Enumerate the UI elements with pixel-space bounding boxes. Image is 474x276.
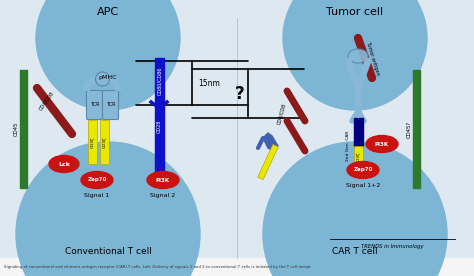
Text: CD28: CD28 (157, 119, 162, 133)
Ellipse shape (147, 171, 179, 189)
Text: Signal 1+2: Signal 1+2 (346, 184, 380, 189)
Bar (413, 70, 420, 188)
Ellipse shape (347, 161, 379, 179)
Bar (88, 120, 97, 164)
Text: CD3ζ: CD3ζ (356, 151, 361, 163)
Circle shape (283, 0, 427, 110)
Text: Signaling of conventional and chimeric antigen receptor (CAR)-T cells. Left: Del: Signaling of conventional and chimeric a… (4, 265, 311, 269)
FancyBboxPatch shape (86, 91, 102, 120)
Text: CD4/CD8: CD4/CD8 (37, 91, 55, 112)
Text: CAR T cell: CAR T cell (332, 248, 378, 256)
Text: CD3ζ: CD3ζ (91, 136, 94, 148)
FancyBboxPatch shape (102, 91, 118, 120)
Text: CD3ζ: CD3ζ (102, 136, 107, 148)
Text: Conventional T cell: Conventional T cell (64, 248, 151, 256)
Circle shape (263, 142, 447, 276)
Text: 2nd Gen. CAR: 2nd Gen. CAR (346, 131, 350, 161)
Text: CD80/CD86: CD80/CD86 (157, 67, 162, 95)
Text: Tumor antigen: Tumor antigen (365, 40, 381, 76)
Circle shape (36, 0, 180, 110)
Text: PI3K: PI3K (375, 142, 389, 147)
Text: Lck: Lck (58, 161, 70, 166)
Text: TRENDS in Immunology: TRENDS in Immunology (361, 244, 424, 249)
Bar (155, 58, 164, 176)
Ellipse shape (49, 155, 79, 172)
Text: ?: ? (235, 85, 245, 103)
Bar (0, 258, 474, 276)
Text: pMHC: pMHC (99, 75, 117, 80)
Ellipse shape (81, 171, 113, 189)
Text: Tumor cell: Tumor cell (327, 7, 383, 17)
Polygon shape (263, 133, 278, 151)
Circle shape (95, 72, 109, 86)
Text: TCR: TCR (106, 102, 115, 107)
Text: PI3K: PI3K (156, 177, 170, 182)
Bar (354, 118, 363, 146)
Text: APC: APC (97, 7, 119, 17)
Text: CD45: CD45 (13, 122, 18, 136)
Text: 15nm: 15nm (198, 78, 220, 87)
Text: Signal 2: Signal 2 (150, 193, 176, 198)
Ellipse shape (348, 49, 368, 63)
Text: CD4/CD8: CD4/CD8 (277, 103, 287, 125)
Bar (354, 146, 363, 168)
Text: Zap70: Zap70 (87, 177, 107, 182)
Text: Zap70: Zap70 (353, 168, 373, 172)
Bar (100, 120, 109, 164)
Circle shape (16, 142, 200, 276)
Text: CD45?: CD45? (407, 120, 411, 137)
Text: TCR: TCR (90, 102, 99, 107)
Text: Signal 1: Signal 1 (84, 193, 109, 198)
FancyBboxPatch shape (258, 144, 278, 180)
Ellipse shape (366, 136, 398, 153)
Bar (20, 70, 27, 188)
